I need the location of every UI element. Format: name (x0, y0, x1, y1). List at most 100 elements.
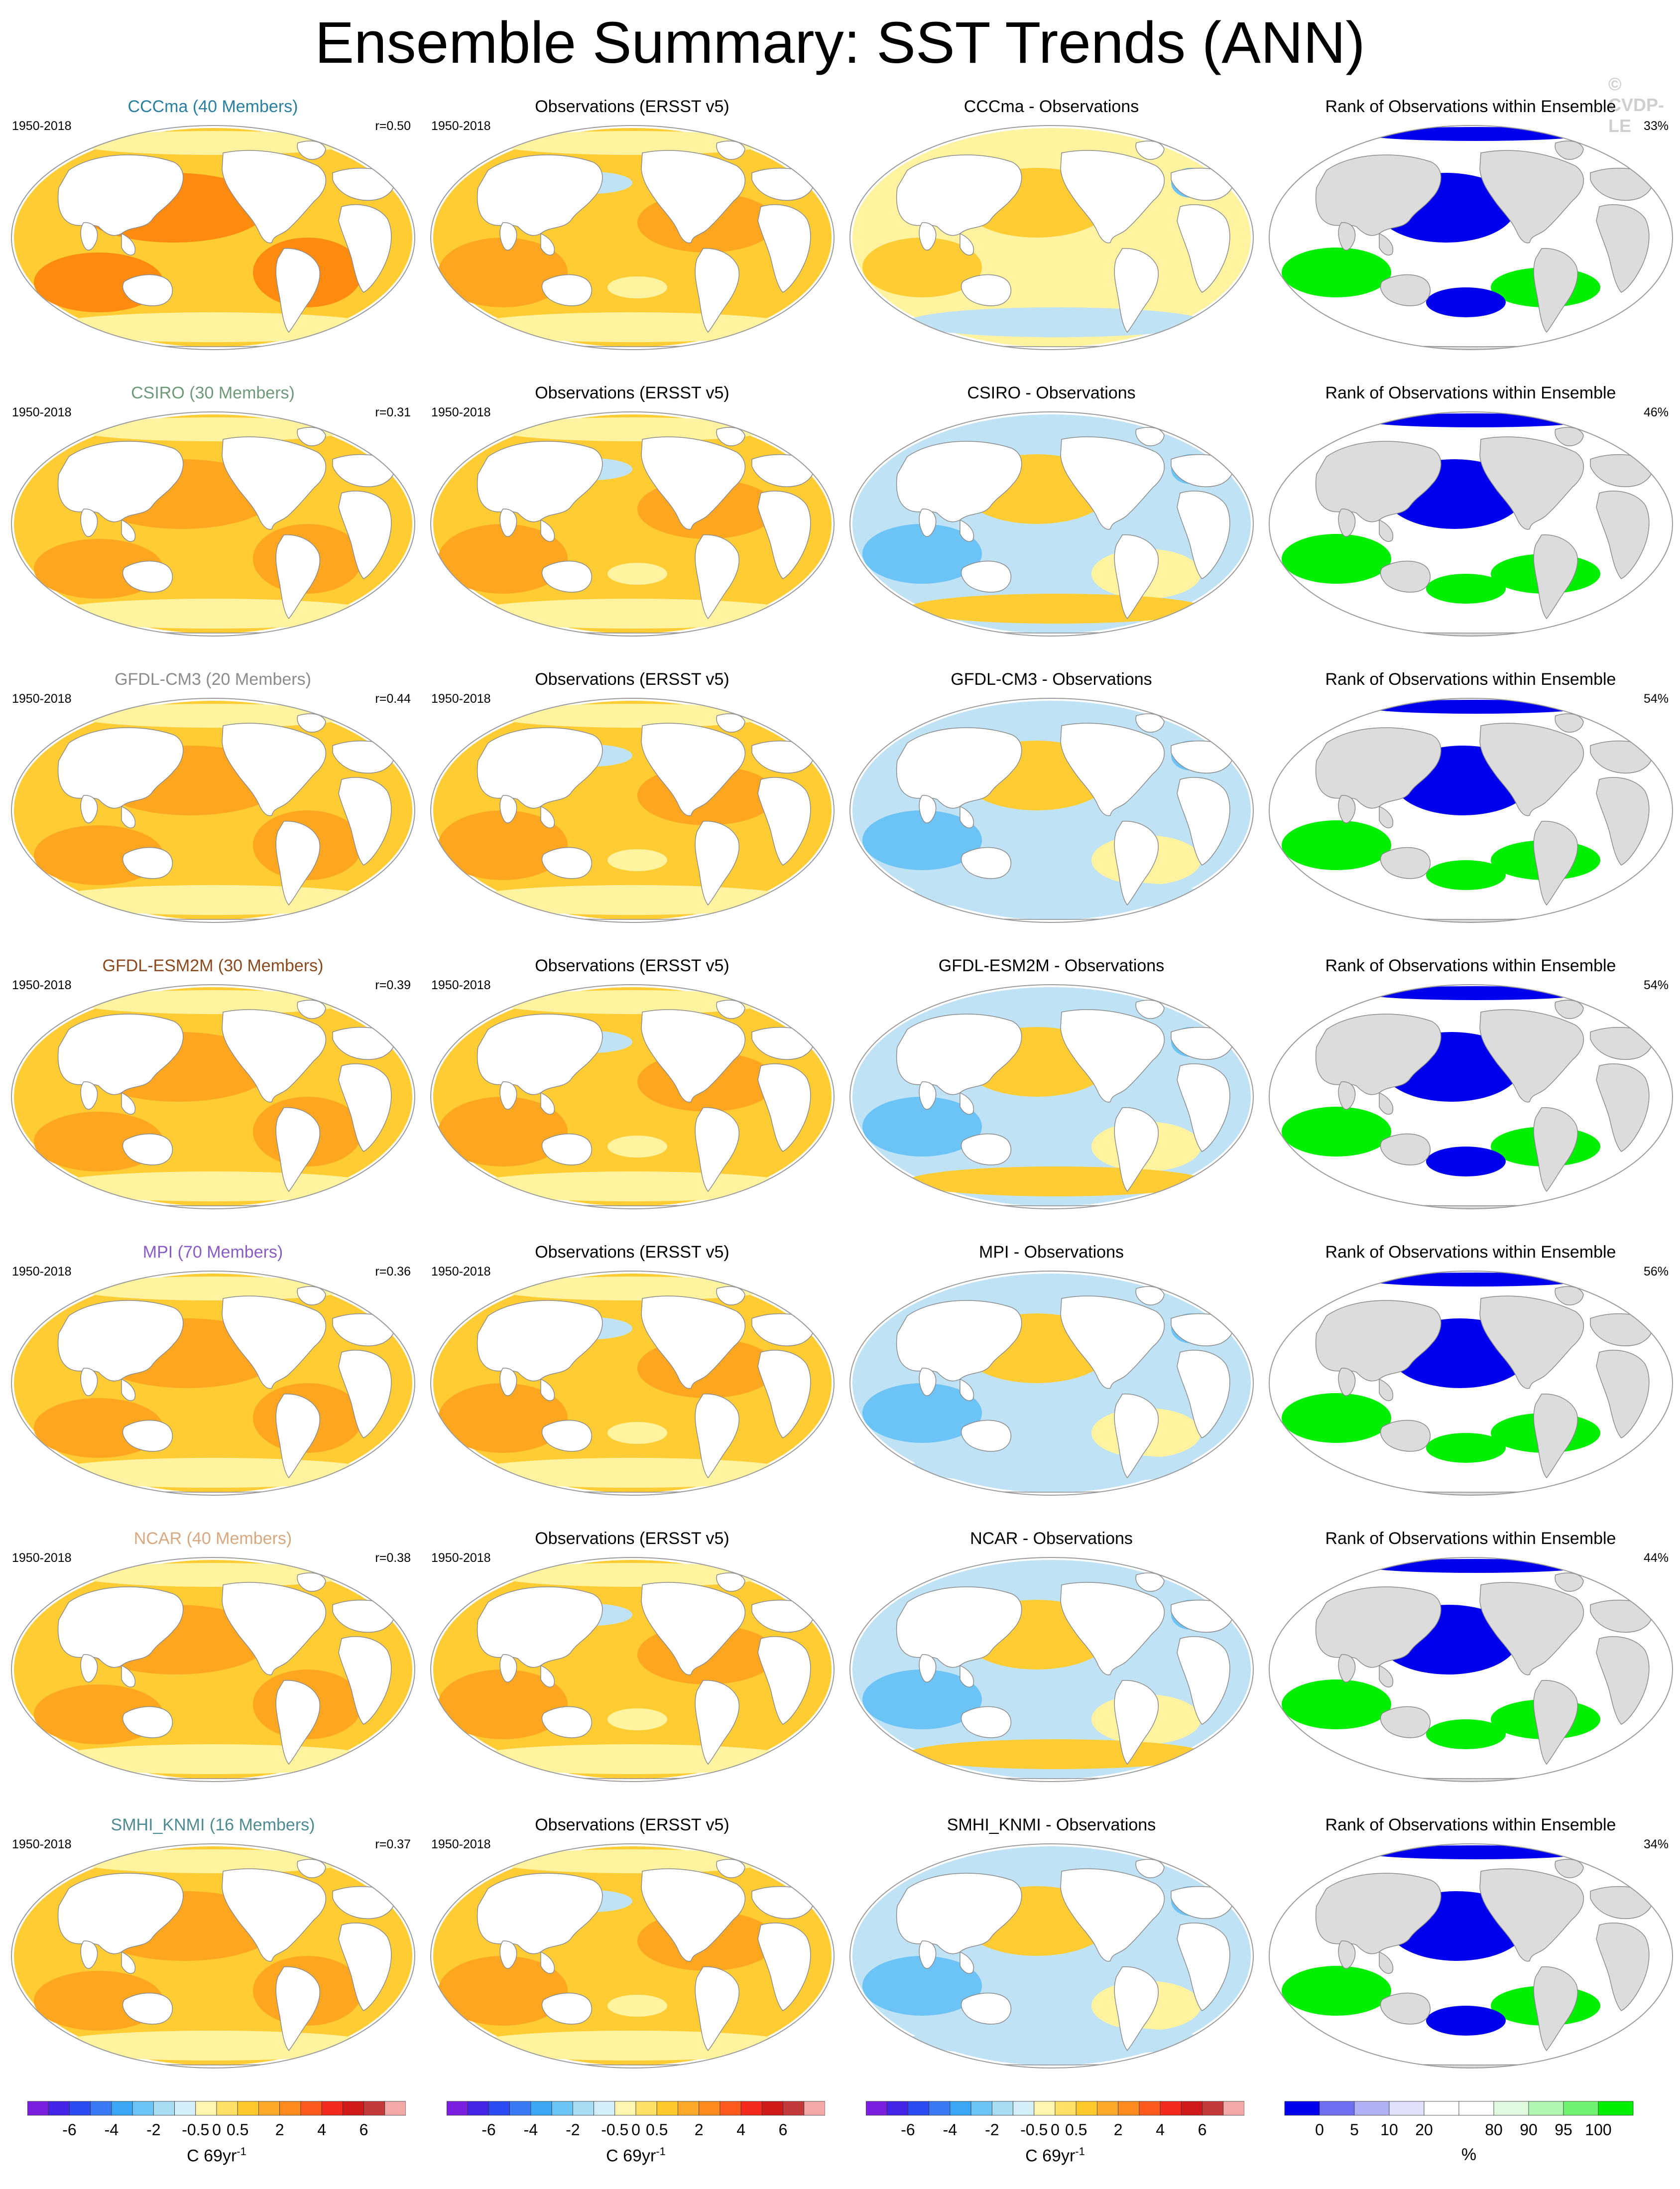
field-region (862, 524, 982, 584)
landmass-africa (757, 491, 811, 579)
period-label: 1950-2018 (431, 1265, 491, 1279)
field-region (438, 238, 568, 307)
colorbar-tick-label: 0 (1315, 2121, 1324, 2139)
landmass-samerica (1533, 1394, 1578, 1479)
landmass-samerica (1533, 1680, 1578, 1765)
field-region (463, 2031, 802, 2060)
landmass-australia (541, 1133, 593, 1165)
colorbar-tick-label: -6 (901, 2121, 915, 2139)
field-region (493, 1563, 772, 1587)
landmass-seasia (121, 519, 136, 542)
field-region (1426, 1433, 1506, 1463)
pattern-correlation: r=0.37 (375, 1837, 411, 1851)
trend-colorbar: -6 -4 -2 -0.5 0 0.5 2 4 6 C 69yr-1 (865, 2099, 1245, 2169)
landmass-namerica (641, 1295, 746, 1389)
landmass-namerica (641, 1868, 746, 1962)
landmass-europe (1590, 1027, 1653, 1060)
colorbar-swatch (1160, 2101, 1182, 2116)
obs-panel-title: Observations (ERSST v5) (535, 1529, 729, 1548)
landmass-seasia (540, 519, 555, 542)
colorbar-swatch (1458, 2101, 1494, 2116)
rank-map (1269, 1557, 1673, 1782)
landmass-asia (1315, 1873, 1441, 1954)
landmass-africa (1596, 491, 1650, 579)
colorbar-tick-label: 80 (1485, 2121, 1503, 2139)
landmass-greenland (716, 1286, 745, 1305)
landmass-greenland (297, 1859, 326, 1878)
colorbar-tick-label: 0 (631, 2121, 640, 2139)
colorbar-swatch (950, 2101, 971, 2116)
colorbar-unit-text: C 69yr (1025, 2146, 1076, 2166)
colorbar-swatch (488, 2101, 510, 2116)
pattern-correlation: r=0.38 (375, 1551, 411, 1565)
colorbar-tick-label: -6 (481, 2121, 495, 2139)
rank-percent: 46% (1643, 405, 1669, 419)
colorbar-swatch (153, 2101, 175, 2116)
colorbar-swatch (300, 2101, 322, 2116)
field-region (907, 1166, 1206, 1196)
landmass-samerica (695, 1107, 740, 1192)
period-label: 1950-2018 (12, 978, 72, 992)
map-border (11, 411, 415, 637)
landmass-asia (896, 1014, 1022, 1095)
landmass-greenland (1135, 140, 1165, 160)
landmass-samerica (1533, 821, 1578, 906)
landmass-africa (757, 777, 811, 866)
obs-map (430, 125, 835, 350)
colorbar-swatch (279, 2101, 301, 2116)
landmass-samerica (275, 1394, 321, 1479)
colorbar-tick-label: -4 (943, 2121, 957, 2139)
landmass-greenland (1555, 1572, 1584, 1592)
colorbar-tick-label: 95 (1555, 2121, 1572, 2139)
field-region (463, 1458, 802, 1488)
colorbar-unit-exponent: -1 (237, 2145, 246, 2158)
landmass-europe (1171, 740, 1234, 773)
obs-map (430, 984, 835, 1209)
landmass-samerica (1114, 821, 1159, 906)
landmass-india (1338, 222, 1356, 251)
colorbar-swatch (804, 2101, 826, 2116)
model-panel-title: CSIRO (30 Members) (131, 384, 295, 402)
landmass-europe (1171, 1313, 1234, 1346)
landmass-namerica (222, 150, 327, 244)
pattern-correlation: r=0.31 (375, 405, 411, 419)
period-label: 1950-2018 (12, 1265, 72, 1279)
obs-panel-title: Observations (ERSST v5) (535, 97, 729, 116)
model-panel: GFDL-ESM2M (30 Members) 1950-2018 r=0.39 (3, 956, 423, 1243)
landmass-europe (1590, 454, 1653, 487)
map-border (430, 698, 835, 923)
colorbar-tick-label: 6 (360, 2121, 368, 2139)
rank-map (1269, 984, 1673, 1209)
landmass-australia (1380, 1992, 1431, 2025)
landmass-europe (751, 1599, 815, 1633)
landmass-europe (1171, 454, 1234, 487)
landmass-samerica (695, 1394, 740, 1479)
landmass-india (80, 1654, 98, 1682)
field-region (463, 1744, 802, 1774)
model-panel: GFDL-CM3 (20 Members) 1950-2018 r=0.44 (3, 670, 423, 956)
colorbar-swatch (216, 2101, 238, 2116)
obs-map (430, 1271, 835, 1496)
period-label: 1950-2018 (12, 119, 72, 133)
landmass-india (919, 1654, 937, 1682)
pattern-correlation: r=0.44 (375, 692, 411, 706)
landmass-greenland (1135, 1000, 1165, 1019)
map-border (430, 1271, 835, 1496)
colorbar-swatch (1223, 2101, 1245, 2116)
colorbar-tick-label: -2 (566, 2121, 580, 2139)
landmass-asia (896, 441, 1022, 522)
period-label: 1950-2018 (431, 405, 491, 419)
period-label: 1950-2018 (431, 1551, 491, 1565)
field-region (1426, 1147, 1506, 1176)
landmass-namerica (1060, 150, 1165, 244)
landmass-namerica (222, 723, 327, 816)
landmass-samerica (275, 1680, 321, 1765)
landmass-seasia (960, 1951, 974, 1974)
landmass-europe (1171, 167, 1234, 201)
model-map (11, 698, 415, 923)
landmass-samerica (1114, 1680, 1159, 1765)
colorbar-swatch (132, 2101, 154, 2116)
pattern-correlation: r=0.36 (375, 1265, 411, 1279)
diff-panel: NCAR - Observations (841, 1529, 1261, 1815)
landmass-samerica (1114, 1394, 1159, 1479)
